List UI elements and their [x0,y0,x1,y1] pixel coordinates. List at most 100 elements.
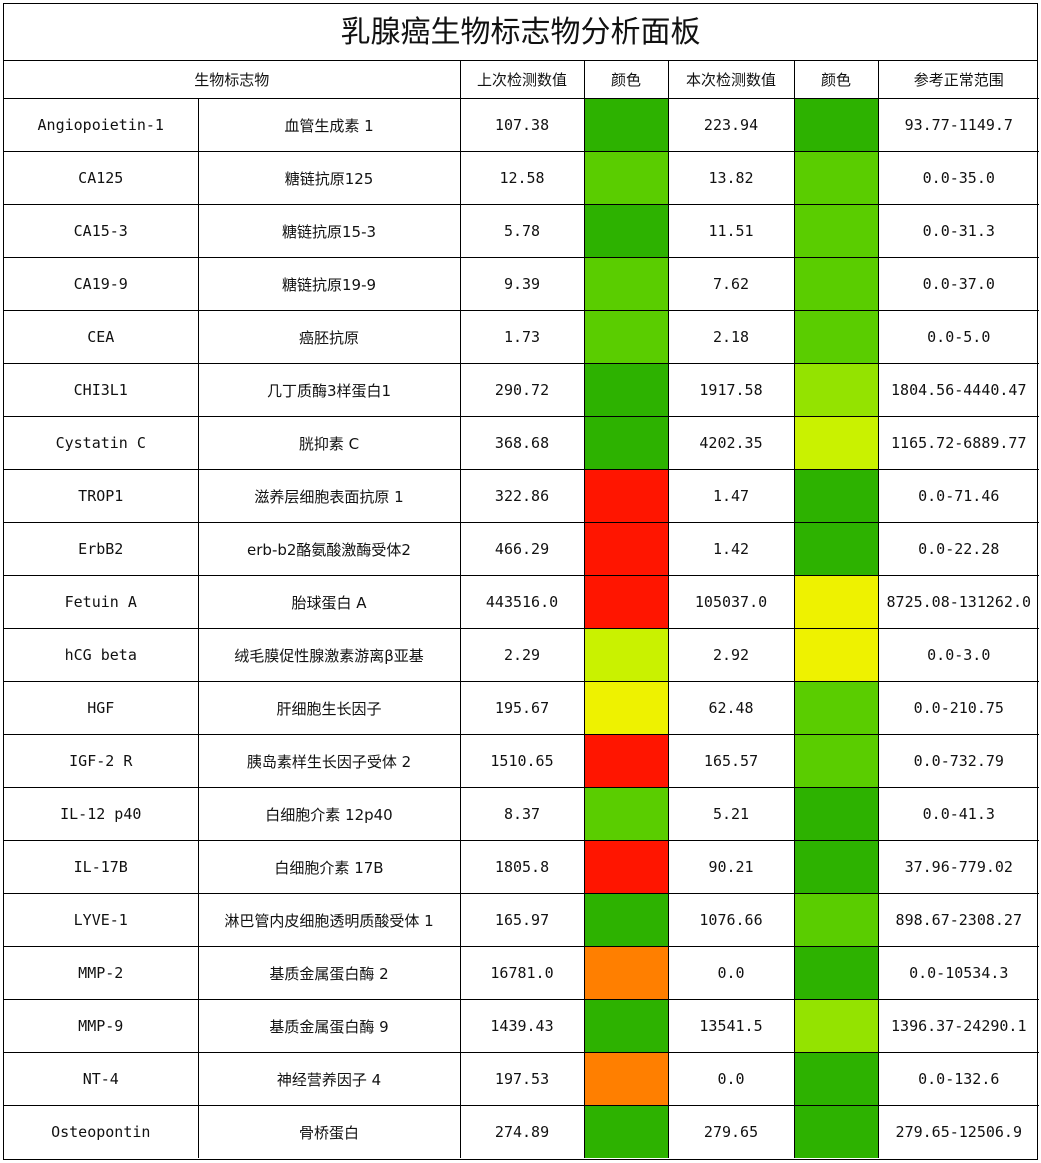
header-marker: 生物标志物 [4,61,461,99]
reference-range-cell: 37.96-779.02 [877,840,1040,894]
curr-value-cell: 279.65 [667,1105,795,1158]
curr-value-cell: 1.47 [667,469,795,523]
prev-value-cell: 322.86 [459,469,585,523]
reference-range-cell: 0.0-132.6 [877,1052,1040,1106]
header-prev-color: 颜色 [583,61,669,99]
prev-color-cell [583,151,669,205]
curr-value-cell: 5.21 [667,787,795,841]
table-row: LYVE-1 淋巴管内皮细胞透明质酸受体 1 165.97 1076.66 898.67… [4,893,1040,947]
table-row: ErbB2 erb-b2酪氨酸激酶受体2 466.29 1.42 0.0-22.28 [4,522,1040,576]
curr-color-cell [793,1052,879,1106]
prev-value-cell: 2.29 [459,628,585,682]
prev-color-cell [583,893,669,947]
curr-color-cell [793,1105,879,1158]
reference-range-cell: 0.0-71.46 [877,469,1040,523]
marker-name-cell: 糖链抗原125 [197,151,461,205]
curr-value-cell: 105037.0 [667,575,795,629]
curr-value-cell: 13.82 [667,151,795,205]
marker-name-cell: 淋巴管内皮细胞透明质酸受体 1 [197,893,461,947]
prev-value-cell: 195.67 [459,681,585,735]
header-curr-color: 颜色 [793,61,879,99]
curr-color-cell [793,522,879,576]
reference-range-cell: 1165.72-6889.77 [877,416,1040,470]
table-row: MMP-2 基质金属蛋白酶 2 16781.0 0.0 0.0-10534.3 [4,946,1040,1000]
curr-color-cell [793,469,879,523]
reference-range-cell: 8725.08-131262.0 [877,575,1040,629]
marker-code-cell: LYVE-1 [4,893,199,947]
curr-value-cell: 90.21 [667,840,795,894]
prev-color-cell [583,416,669,470]
curr-value-cell: 0.0 [667,946,795,1000]
prev-value-cell: 368.68 [459,416,585,470]
prev-color-cell [583,363,669,417]
curr-color-cell [793,734,879,788]
reference-range-cell: 0.0-732.79 [877,734,1040,788]
curr-color-cell [793,204,879,258]
table-body: Angiopoietin-1 血管生成素 1 107.38 223.94 93.77-1… [4,98,1040,1158]
table-row: Fetuin A 胎球蛋白 A 443516.0 105037.0 8725.08-13… [4,575,1040,629]
table-row: CA15-3 糖链抗原15-3 5.78 11.51 0.0-31.3 [4,204,1040,258]
table-row: CA125 糖链抗原125 12.58 13.82 0.0-35.0 [4,151,1040,205]
marker-name-cell: 胎球蛋白 A [197,575,461,629]
curr-color-cell [793,628,879,682]
reference-range-cell: 0.0-37.0 [877,257,1040,311]
marker-code-cell: CA19-9 [4,257,199,311]
curr-value-cell: 165.57 [667,734,795,788]
curr-color-cell [793,999,879,1053]
curr-value-cell: 4202.35 [667,416,795,470]
prev-color-cell [583,310,669,364]
curr-color-cell [793,681,879,735]
curr-value-cell: 0.0 [667,1052,795,1106]
reference-range-cell: 0.0-3.0 [877,628,1040,682]
marker-code-cell: NT-4 [4,1052,199,1106]
marker-name-cell: 白细胞介素 17B [197,840,461,894]
prev-value-cell: 165.97 [459,893,585,947]
marker-code-cell: IGF-2 R [4,734,199,788]
curr-color-cell [793,98,879,152]
panel-title: 乳腺癌生物标志物分析面板 [4,4,1037,61]
prev-color-cell [583,946,669,1000]
curr-color-cell [793,787,879,841]
prev-color-cell [583,787,669,841]
marker-code-cell: CA125 [4,151,199,205]
marker-code-cell: Angiopoietin-1 [4,98,199,152]
prev-value-cell: 1.73 [459,310,585,364]
table-row: CA19-9 糖链抗原19-9 9.39 7.62 0.0-37.0 [4,257,1040,311]
marker-name-cell: 基质金属蛋白酶 2 [197,946,461,1000]
prev-value-cell: 1805.8 [459,840,585,894]
reference-range-cell: 1804.56-4440.47 [877,363,1040,417]
prev-value-cell: 443516.0 [459,575,585,629]
reference-range-cell: 0.0-5.0 [877,310,1040,364]
prev-color-cell [583,204,669,258]
prev-color-cell [583,628,669,682]
curr-value-cell: 2.18 [667,310,795,364]
marker-code-cell: Fetuin A [4,575,199,629]
table-row: Osteopontin 骨桥蛋白 274.89 279.65 279.65-12506.… [4,1105,1040,1158]
marker-code-cell: ErbB2 [4,522,199,576]
curr-value-cell: 11.51 [667,204,795,258]
curr-value-cell: 62.48 [667,681,795,735]
marker-name-cell: 糖链抗原15-3 [197,204,461,258]
curr-color-cell [793,893,879,947]
marker-name-cell: 胰岛素样生长因子受体 2 [197,734,461,788]
marker-code-cell: MMP-9 [4,999,199,1053]
prev-value-cell: 274.89 [459,1105,585,1158]
curr-color-cell [793,310,879,364]
marker-name-cell: 绒毛膜促性腺激素游离β亚基 [197,628,461,682]
prev-value-cell: 197.53 [459,1052,585,1106]
marker-code-cell: HGF [4,681,199,735]
curr-value-cell: 1.42 [667,522,795,576]
marker-name-cell: 糖链抗原19-9 [197,257,461,311]
marker-name-cell: 骨桥蛋白 [197,1105,461,1158]
reference-range-cell: 0.0-10534.3 [877,946,1040,1000]
marker-code-cell: IL-12 p40 [4,787,199,841]
table-row: CHI3L1 几丁质酶3样蛋白1 290.72 1917.58 1804.56-4440… [4,363,1040,417]
marker-name-cell: 血管生成素 1 [197,98,461,152]
marker-code-cell: CHI3L1 [4,363,199,417]
prev-color-cell [583,575,669,629]
marker-name-cell: 滋养层细胞表面抗原 1 [197,469,461,523]
table-row: CEA 癌胚抗原 1.73 2.18 0.0-5.0 [4,310,1040,364]
curr-color-cell [793,151,879,205]
table-row: Angiopoietin-1 血管生成素 1 107.38 223.94 93.77-1… [4,98,1040,152]
reference-range-cell: 1396.37-24290.1 [877,999,1040,1053]
